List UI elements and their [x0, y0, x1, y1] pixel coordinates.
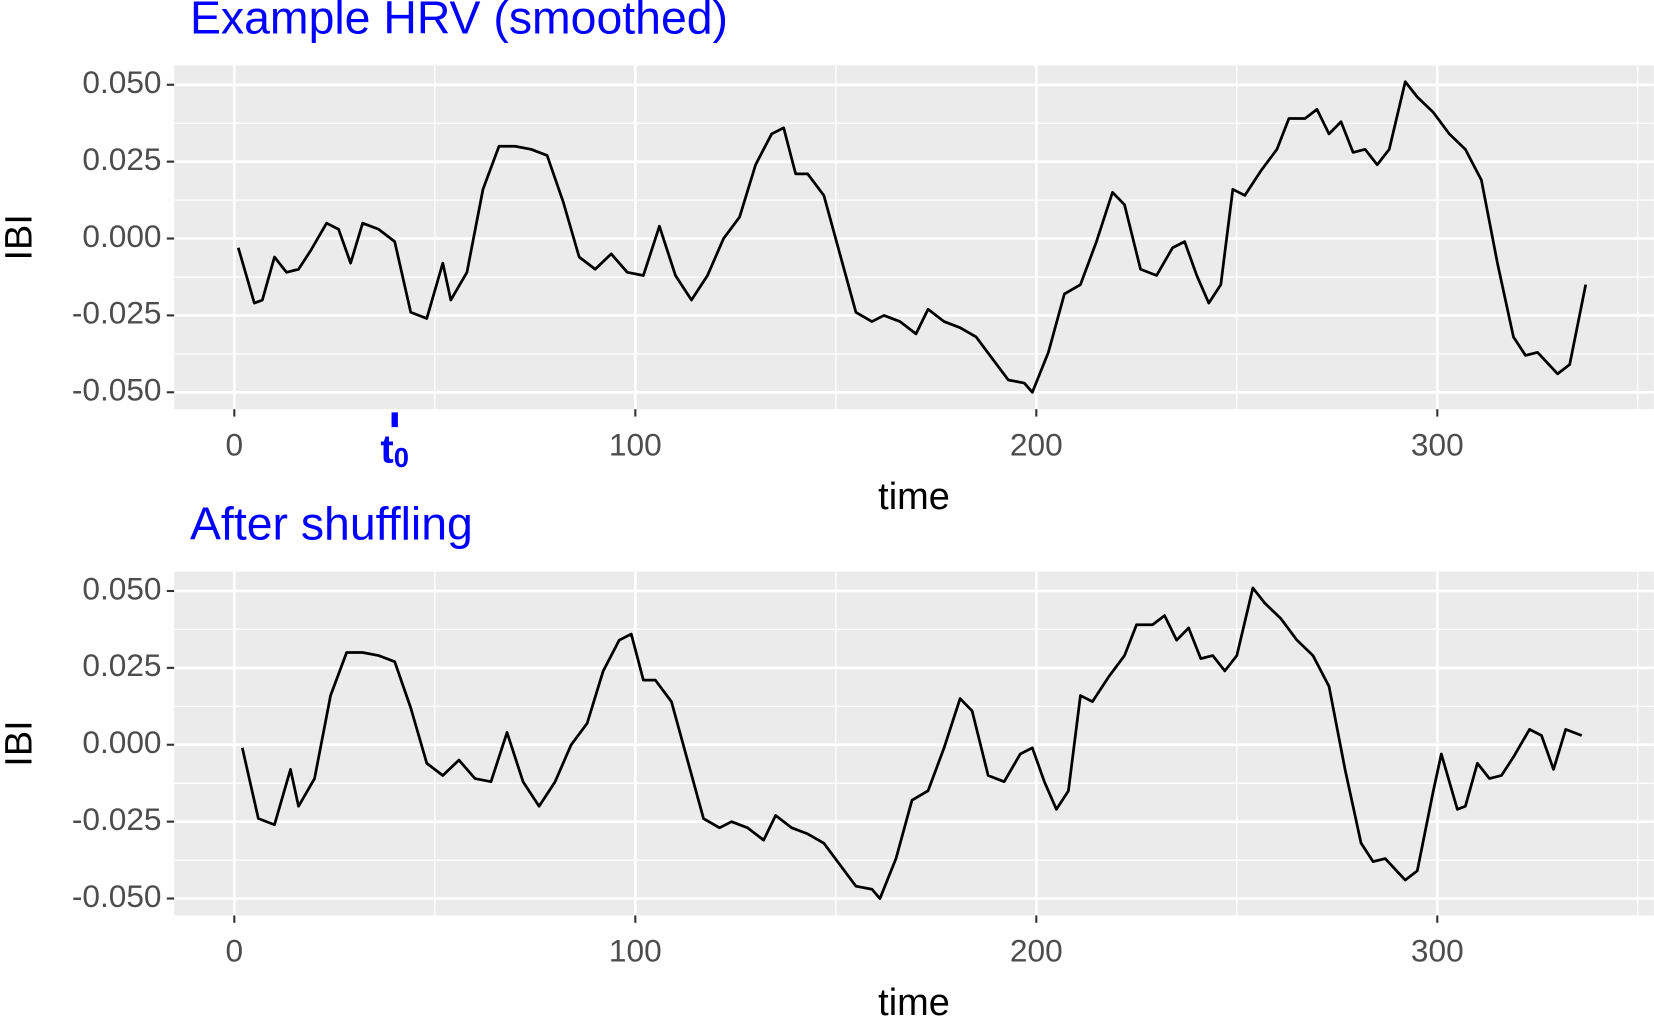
- x-tick-label: 100: [609, 933, 662, 969]
- x-tick-label: 200: [1010, 933, 1063, 969]
- y-tick-label: -0.050: [72, 878, 162, 914]
- annotation-subscript: 0: [394, 442, 409, 473]
- x-axis-label: time: [878, 476, 950, 518]
- y-tick-label: 0.025: [82, 141, 161, 177]
- y-tick-label: 0.000: [82, 724, 161, 760]
- y-tick-label: 0.000: [82, 218, 161, 254]
- annotation-label: t0: [380, 427, 409, 473]
- y-tick-label: 0.050: [82, 64, 161, 100]
- x-tick-label: 0: [226, 427, 244, 463]
- chart-title: After shuffling: [190, 498, 473, 550]
- y-tick-label: 0.025: [82, 647, 161, 683]
- line: [240, 586, 1583, 900]
- x-tick-label: 300: [1411, 933, 1464, 969]
- y-tick-label: -0.025: [72, 295, 162, 331]
- y-tick-label: -0.025: [72, 801, 162, 837]
- x-axis-label: time: [878, 982, 950, 1023]
- x-tick-label: 100: [609, 427, 662, 463]
- line: [236, 80, 1588, 394]
- y-axis-label: IBI: [0, 214, 40, 260]
- x-tick-label: 200: [1010, 427, 1063, 463]
- y-tick-label: -0.050: [72, 372, 162, 408]
- y-axis-label: IBI: [0, 720, 40, 766]
- chart-title: Example HRV (smoothed): [190, 0, 728, 43]
- x-tick-label: 300: [1411, 427, 1464, 463]
- annotation-text: t: [380, 427, 393, 471]
- annotation-tick: [391, 412, 398, 428]
- y-tick-label: 0.050: [82, 570, 161, 606]
- x-tick-label: 0: [226, 933, 244, 969]
